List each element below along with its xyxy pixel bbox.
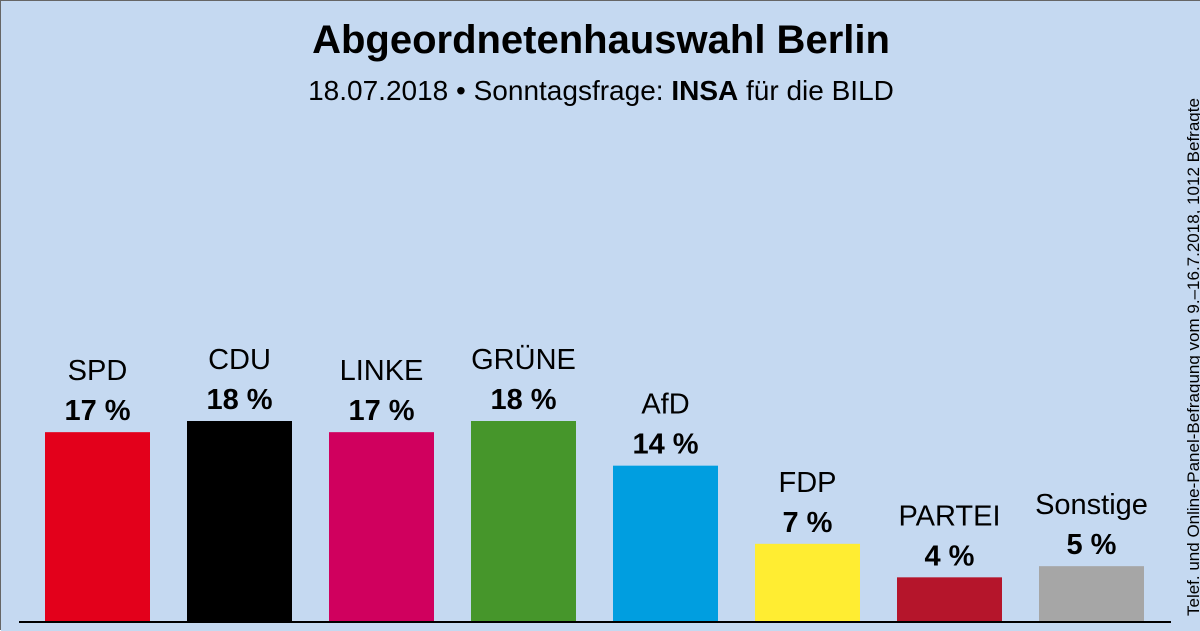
bars-group: 17 % SPD 18 % CDU 17 % LINKE 18 % GRÜNE 14 % AfD 7… — [45, 344, 1148, 622]
value-label-grüne: 18 % — [490, 384, 556, 416]
category-label-fdp: FDP — [779, 467, 837, 499]
value-label-linke: 17 % — [348, 395, 414, 427]
subtitle-prefix: Sonntagsfrage: — [474, 75, 664, 106]
bar-linke — [329, 432, 434, 622]
category-label-sonstige: Sonstige — [1035, 489, 1148, 521]
subtitle-separator: • — [456, 75, 466, 106]
bar-cdu — [187, 421, 292, 622]
value-label-afd: 14 % — [632, 429, 698, 461]
chart-subtitle: 18.07.2018 • Sonntagsfrage: INSA für die… — [308, 75, 894, 106]
bar-grüne — [471, 421, 576, 622]
bar-partei — [897, 577, 1002, 622]
value-label-fdp: 7 % — [783, 507, 833, 539]
subtitle-institute: INSA — [671, 75, 738, 106]
value-label-sonstige: 5 % — [1067, 529, 1117, 561]
source-note: Telef. und Online-Panel-Befragung vom 9.… — [1184, 98, 1200, 616]
bar-fdp — [755, 543, 860, 622]
category-label-spd: SPD — [68, 355, 128, 387]
category-label-cdu: CDU — [208, 344, 271, 376]
chart-title: Abgeordnetenhauswahl Berlin — [312, 18, 890, 62]
bar-spd — [45, 432, 150, 622]
category-label-partei: PARTEI — [898, 500, 1000, 532]
value-label-cdu: 18 % — [206, 384, 272, 416]
value-label-spd: 17 % — [64, 395, 130, 427]
bar-afd — [613, 465, 718, 622]
subtitle-date: 18.07.2018 — [308, 75, 448, 106]
value-label-partei: 4 % — [925, 540, 975, 572]
subtitle-suffix: für die BILD — [746, 75, 894, 106]
category-label-afd: AfD — [641, 389, 689, 421]
bar-sonstige — [1039, 566, 1144, 622]
category-label-grüne: GRÜNE — [471, 344, 576, 376]
category-label-linke: LINKE — [340, 355, 424, 387]
